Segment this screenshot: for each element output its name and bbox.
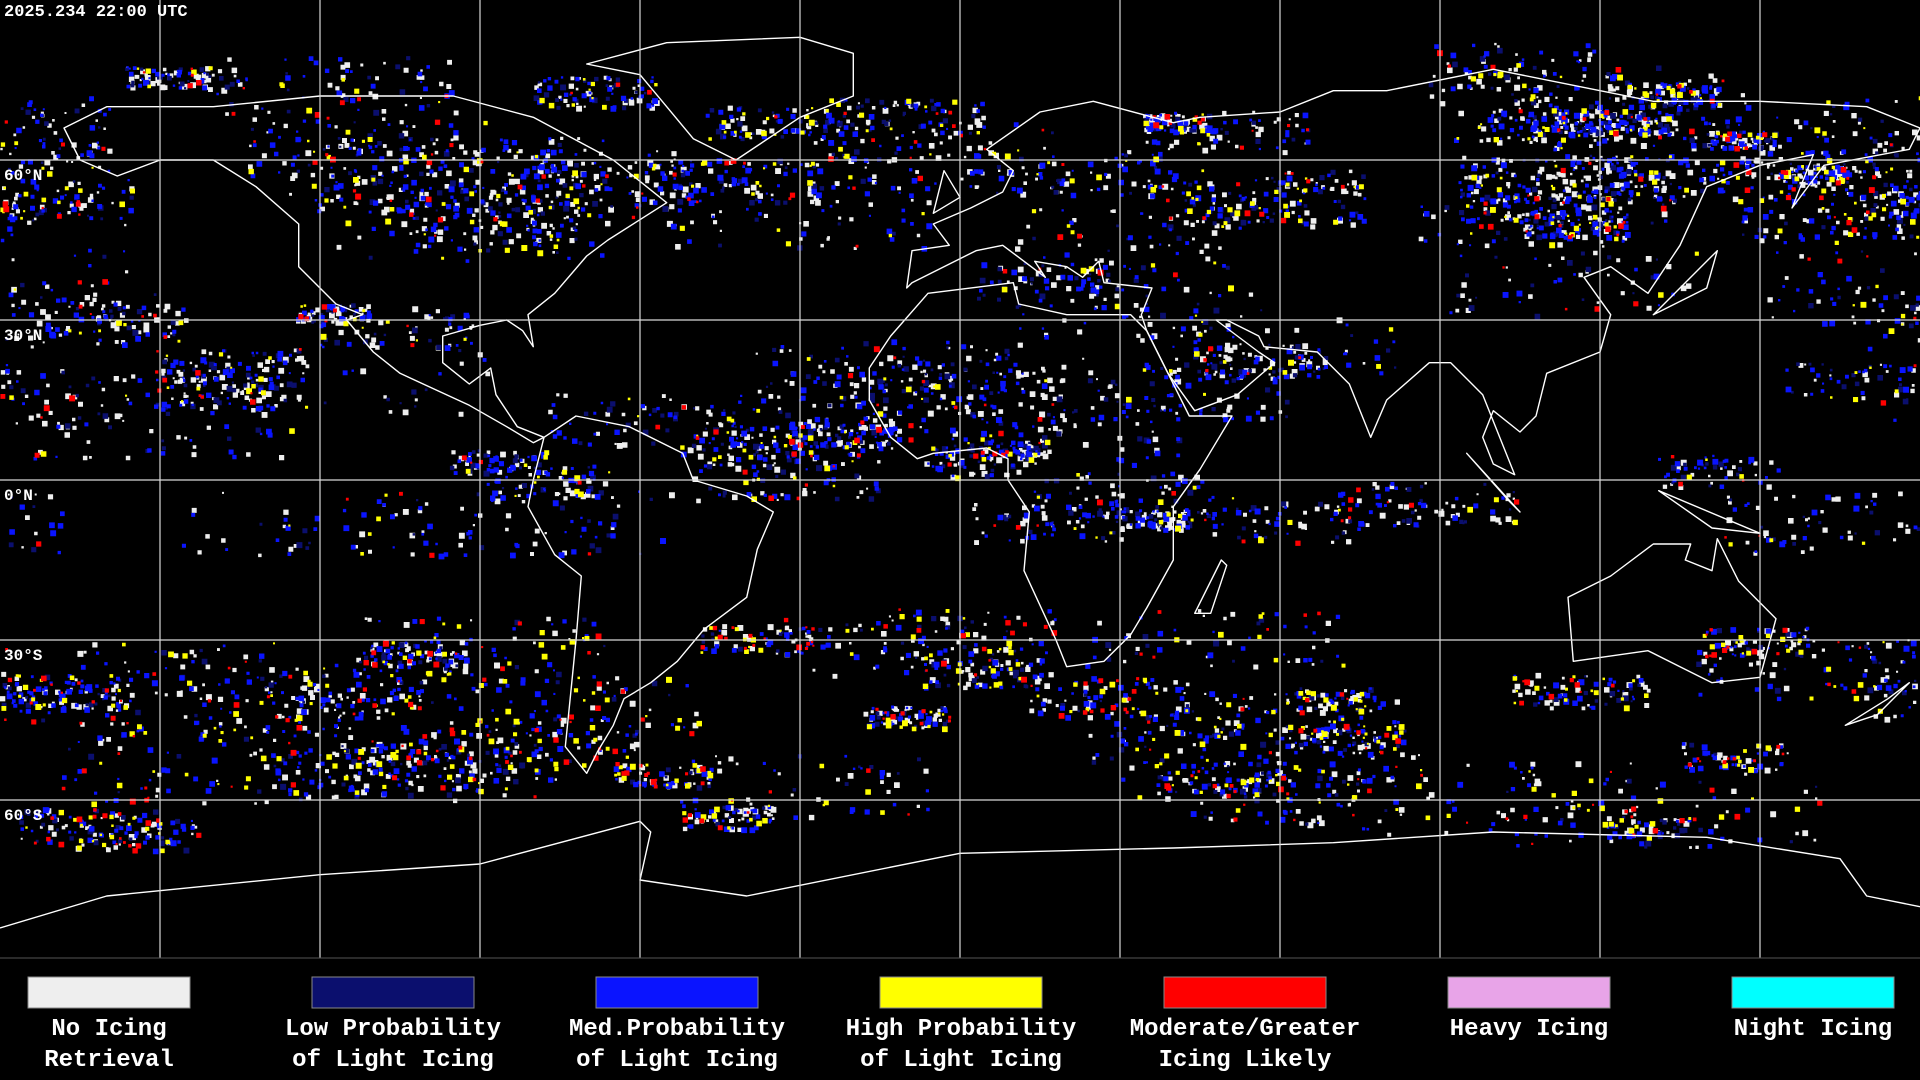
legend-swatch [879, 976, 1043, 1009]
coastline [0, 820, 1920, 929]
icing-pixels [0, 47, 1920, 854]
labels: 2025.234 22:00 UTC 60°N 30°N 0°N 30°S 60°S [4, 3, 188, 825]
legend-swatch [1447, 976, 1611, 1009]
legend-label: Med.Probability [569, 1016, 785, 1043]
legend-label: of Light Icing [576, 1047, 778, 1074]
coastline [1658, 490, 1761, 534]
legend-swatch [27, 976, 191, 1009]
legend-label: Icing Likely [1159, 1047, 1332, 1074]
legend-label: Night Icing [1734, 1016, 1892, 1043]
latitude-label: 60°S [4, 807, 43, 825]
coastline [1567, 538, 1777, 684]
legend-label: of Light Icing [860, 1047, 1062, 1074]
legend-label: No Icing [51, 1016, 166, 1043]
timestamp: 2025.234 22:00 UTC [4, 3, 188, 22]
legend-label: High Probability [846, 1016, 1076, 1043]
coastline [63, 95, 668, 444]
latitude-label: 60°N [4, 167, 42, 185]
latitude-label: 30°N [4, 327, 42, 345]
coastline [527, 415, 774, 774]
coastline [868, 282, 1233, 668]
coastline [932, 170, 961, 214]
coastline [1844, 682, 1910, 726]
coastline [1194, 559, 1228, 614]
legend: No Icing Retrieval Low Probability of Light… [27, 976, 1895, 1074]
legend-label: Moderate/Greater [1130, 1016, 1360, 1043]
coastline [1652, 250, 1718, 316]
legend-swatch [1731, 976, 1895, 1009]
legend-label: of Light Icing [292, 1047, 494, 1074]
legend-label: Low Probability [285, 1016, 501, 1043]
legend-swatch [1163, 976, 1327, 1009]
legend-label: Heavy Icing [1450, 1016, 1608, 1043]
legend-swatch [311, 976, 475, 1009]
latitude-label: 30°S [4, 647, 43, 665]
graticule [0, 0, 1920, 958]
legend-label: Retrieval [44, 1047, 174, 1074]
legend-swatch [595, 976, 759, 1009]
coastline [1466, 452, 1521, 513]
latitude-label: 0°N [4, 487, 33, 505]
